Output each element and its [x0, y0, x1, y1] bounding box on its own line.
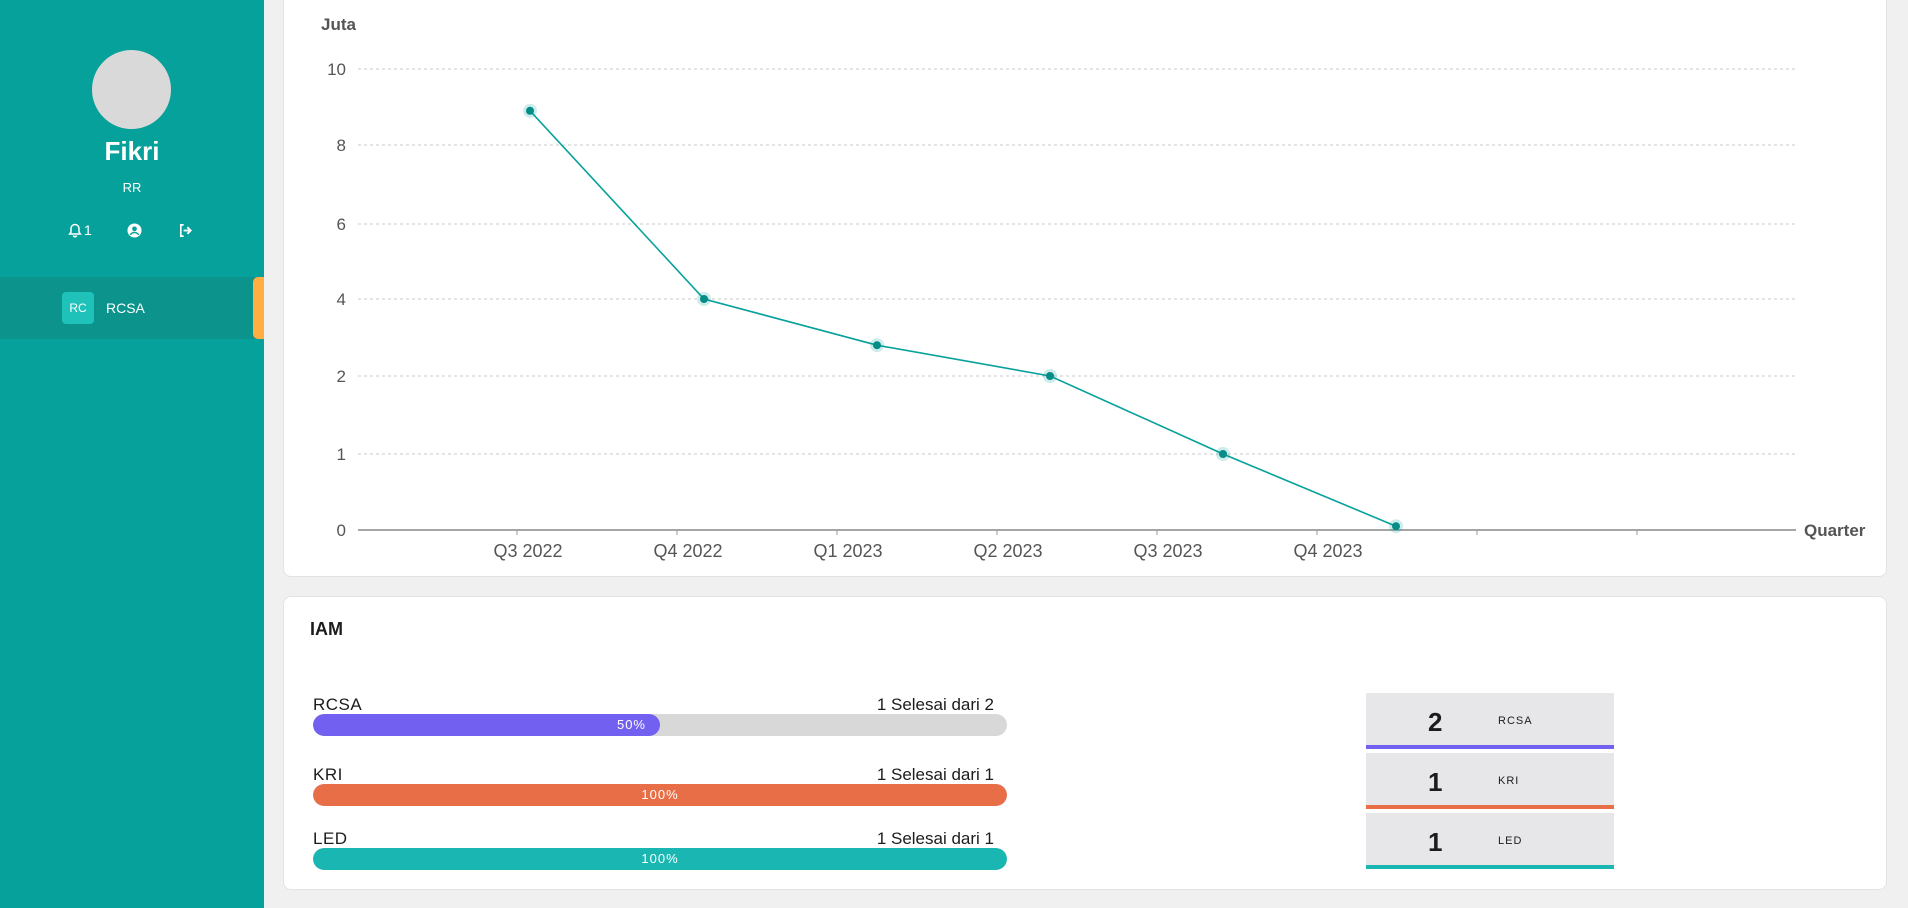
progress-percent: 50%: [616, 717, 646, 732]
y-tick-label: 0: [337, 521, 346, 540]
stat-label: LED: [1498, 835, 1523, 847]
progress-track: 100%: [313, 784, 1007, 806]
progress-status: 1 Selesai dari 2: [876, 695, 994, 714]
user-circle-icon: [127, 222, 142, 238]
progress-track: 50%: [313, 714, 1007, 736]
stat-value: 2: [1428, 707, 1443, 737]
data-point: [873, 341, 881, 350]
y-tick-label: 10: [327, 60, 346, 79]
stat-led[interactable]: 1 LED: [1366, 813, 1614, 869]
progress-label: LED: [313, 829, 348, 848]
stat-underline: [1366, 805, 1614, 809]
progress-fill: 100%: [313, 784, 1007, 806]
stat-label: RCSA: [1498, 715, 1533, 727]
progress-percent: 100%: [641, 787, 679, 802]
bell-icon: [68, 223, 82, 238]
stat-underline: [1366, 745, 1614, 749]
progress-label: KRI: [313, 765, 343, 784]
x-tick-label: Q3 2023: [1133, 541, 1202, 561]
x-tick-label: Q3 2022: [493, 541, 562, 561]
stat-underline: [1366, 865, 1614, 869]
chart-card: Juta 10 8 6 4 2 1 0 Quarter Q3 2022 Q4 2022 Q1 2023…: [283, 0, 1887, 577]
profile-button[interactable]: [127, 220, 142, 240]
sidebar: Fikri RR 1 RC RCSA: [0, 0, 264, 908]
iam-card: IAM RCSA 1 Selesai dari 2 50% KRI 1 Sele…: [283, 596, 1887, 890]
progress-kri: KRI 1 Selesai dari 1 100%: [310, 765, 1009, 807]
user-role: RR: [122, 180, 142, 195]
user-actions: 1: [0, 220, 264, 240]
stat-value: 1: [1428, 767, 1443, 797]
active-indicator: [253, 277, 264, 339]
x-axis-label: Quarter: [1804, 521, 1866, 540]
stat-value: 1: [1428, 827, 1443, 857]
user-name: Fikri: [104, 136, 160, 166]
data-point: [1392, 522, 1400, 531]
notification-count: 1: [84, 222, 92, 238]
stat-label: KRI: [1498, 775, 1520, 787]
progress-status: 1 Selesai dari 1: [876, 765, 994, 784]
iam-title: IAM: [310, 619, 343, 639]
logout-icon: [178, 223, 193, 238]
y-tick-label: 4: [337, 290, 346, 309]
notification-button[interactable]: 1: [68, 220, 92, 240]
progress-status: 1 Selesai dari 1: [876, 829, 994, 848]
avatar[interactable]: [92, 50, 171, 129]
data-point: [1219, 450, 1227, 458]
x-tick-label: Q1 2023: [813, 541, 882, 561]
progress-percent: 100%: [641, 851, 679, 866]
data-point: [526, 106, 534, 115]
data-point: [700, 295, 708, 303]
logout-button[interactable]: [178, 220, 193, 240]
progress-fill: 100%: [313, 848, 1007, 870]
stat-rcsa[interactable]: 2 RCSA: [1366, 693, 1614, 749]
data-point: [1046, 372, 1054, 380]
progress-label: RCSA: [313, 695, 363, 714]
y-tick-label: 8: [337, 136, 346, 155]
progress-rcsa: RCSA 1 Selesai dari 2 50%: [310, 695, 1009, 737]
y-axis-label: Juta: [321, 15, 357, 34]
progress-track: 100%: [313, 848, 1007, 870]
x-tick-label: Q2 2023: [973, 541, 1042, 561]
x-tick-label: Q4 2022: [653, 541, 722, 561]
y-tick-label: 1: [337, 445, 346, 464]
nav-badge: RC: [62, 292, 94, 324]
sidebar-item-rcsa[interactable]: RC RCSA: [0, 277, 264, 339]
series-line: [529, 110, 1397, 527]
progress-led: LED 1 Selesai dari 1 100%: [310, 829, 1009, 871]
stat-kri[interactable]: 1 KRI: [1366, 753, 1614, 809]
y-tick-label: 2: [337, 367, 346, 386]
sidebar-item-label: RCSA: [106, 300, 145, 316]
y-tick-label: 6: [337, 215, 346, 234]
x-tick-label: Q4 2023: [1293, 541, 1362, 561]
progress-fill: 50%: [313, 714, 660, 736]
